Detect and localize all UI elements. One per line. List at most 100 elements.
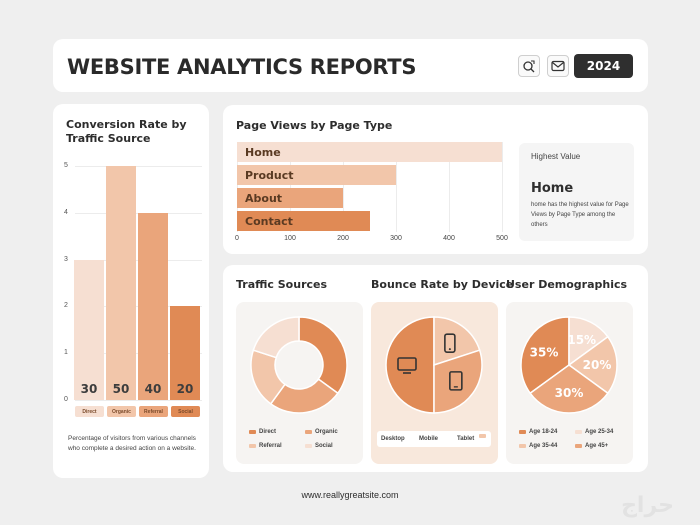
x-tick-label: 300 bbox=[390, 235, 402, 242]
slice-age-45- bbox=[529, 364, 609, 414]
x-gridline bbox=[290, 142, 291, 232]
hbar-contact: Contact bbox=[237, 211, 370, 231]
legend-item: Tablet bbox=[457, 436, 474, 442]
bar-direct bbox=[74, 259, 104, 400]
y-tick-label: 2 bbox=[64, 302, 68, 310]
legend-item: Age 45+ bbox=[575, 443, 608, 449]
mail-button[interactable] bbox=[547, 55, 569, 77]
legend-swatch bbox=[575, 444, 582, 448]
legend-label: Age 18-24 bbox=[529, 429, 558, 435]
legend-item: Age 35-44 bbox=[519, 443, 557, 449]
slice-direct bbox=[298, 316, 348, 395]
legend-label: Mobile bbox=[419, 436, 438, 442]
x-gridline bbox=[502, 142, 503, 232]
bar-referral bbox=[138, 212, 168, 400]
hbar-label: Contact bbox=[245, 214, 293, 228]
legend-item: Mobile bbox=[419, 436, 438, 442]
traffic-donut-chart bbox=[250, 316, 348, 414]
x-tick-label: 200 bbox=[337, 235, 349, 242]
desktop-icon bbox=[397, 357, 417, 374]
slice-tablet bbox=[433, 349, 483, 414]
footer-url[interactable]: www.reallygreatsite.com bbox=[301, 490, 399, 500]
hbar-label: Product bbox=[245, 168, 294, 182]
legend-label: Social bbox=[315, 443, 333, 449]
slice-percent-label: 15% bbox=[567, 333, 596, 347]
slice-percent-label: 30% bbox=[555, 386, 584, 400]
y-tick-label: 5 bbox=[64, 162, 68, 169]
hbar-label: About bbox=[245, 191, 283, 205]
y-gridline bbox=[75, 400, 202, 401]
demographics-pie-chart: 35% 15% 20% 30% bbox=[520, 316, 618, 414]
x-tick-label: 500 bbox=[496, 235, 508, 242]
hbar-label: Home bbox=[245, 145, 281, 159]
conversion-description: Percentage of visitors from various chan… bbox=[68, 435, 196, 452]
highest-value-panel: Highest Value Home home has the highest … bbox=[519, 143, 634, 241]
mobile-icon bbox=[444, 333, 456, 353]
legend-label: Age 35-44 bbox=[529, 443, 558, 449]
category-tag-social: Social bbox=[171, 406, 200, 417]
bar-value-label: 20 bbox=[176, 382, 194, 396]
legend-item: Desktop bbox=[381, 436, 405, 442]
y-tick-label: 0 bbox=[64, 396, 68, 403]
legend-label: Referral bbox=[259, 443, 282, 449]
hbar-about: About bbox=[237, 188, 343, 208]
bottom-charts-card: Traffic Sources Bounce Rate by Device Us… bbox=[223, 265, 648, 472]
bar-value-label: 40 bbox=[144, 382, 162, 396]
bar-value-label: 30 bbox=[80, 382, 98, 396]
legend-swatch bbox=[305, 444, 312, 448]
legend-label: Tablet bbox=[457, 436, 475, 442]
x-tick-label: 400 bbox=[443, 235, 455, 242]
legend-label: Age 45+ bbox=[585, 443, 609, 449]
page-title: WEBSITE ANALYTICS REPORTS bbox=[67, 55, 417, 79]
bounce-legend-box bbox=[377, 431, 491, 447]
legend-swatch bbox=[479, 434, 486, 438]
slice-desktop bbox=[385, 316, 435, 414]
page-views-card: Page Views by Page Type 0 100 200 300 400 500… bbox=[223, 105, 648, 254]
bar-social bbox=[170, 306, 200, 400]
refresh-search-button[interactable] bbox=[518, 55, 540, 77]
x-gridline bbox=[237, 142, 238, 232]
y-tick-label: 1 bbox=[64, 349, 68, 357]
user-demographics-title: User Demographics bbox=[506, 278, 628, 291]
legend-item: Direct bbox=[249, 429, 276, 435]
page-views-title: Page Views by Page Type bbox=[236, 119, 393, 132]
hbar-home: Home bbox=[237, 142, 502, 162]
bounce-rate-panel: Desktop Mobile Tablet bbox=[371, 302, 498, 464]
slice-percent-label: 35% bbox=[530, 345, 559, 359]
category-tag-referral: Referral bbox=[139, 406, 168, 417]
y-tick-label: 4 bbox=[64, 208, 68, 216]
tablet-icon bbox=[449, 371, 463, 391]
legend-swatch bbox=[575, 430, 582, 434]
x-gridline bbox=[343, 142, 344, 232]
legend-item: Age 18-24 bbox=[519, 429, 557, 435]
x-gridline bbox=[396, 142, 397, 232]
bar-value-label: 50 bbox=[112, 382, 130, 396]
conversion-title: Conversion Rate by Traffic Source bbox=[66, 118, 187, 145]
legend-swatch bbox=[519, 430, 526, 434]
legend-swatch bbox=[305, 430, 312, 434]
mail-icon bbox=[551, 60, 565, 72]
bounce-pie-chart bbox=[385, 316, 483, 414]
y-gridline bbox=[75, 166, 202, 167]
highest-value-description: home has the highest value for Page View… bbox=[531, 202, 629, 228]
legend-swatch bbox=[519, 444, 526, 448]
hbar-product: Product bbox=[237, 165, 396, 185]
legend-item: Organic bbox=[305, 429, 338, 435]
legend-label: Desktop bbox=[381, 436, 405, 442]
legend-swatch bbox=[249, 444, 256, 448]
watermark-logo: حراج bbox=[621, 493, 674, 518]
year-button[interactable]: 2024 bbox=[574, 54, 633, 78]
legend-item: Age 25-34 bbox=[575, 429, 613, 435]
slice-percent-label: 20% bbox=[583, 358, 612, 372]
bar-organic bbox=[106, 166, 136, 400]
category-tag-direct: Direct bbox=[75, 406, 104, 417]
traffic-sources-panel: Direct Organic Referral Social bbox=[236, 302, 363, 464]
legend-label: Age 25-34 bbox=[585, 429, 614, 435]
header-card: WEBSITE ANALYTICS REPORTS 2024 bbox=[53, 39, 648, 92]
conversion-rate-card: Conversion Rate by Traffic Source 0 1 2 3 4 5… bbox=[53, 104, 209, 478]
demographics-panel: 35% 15% 20% 30% Age 18-24 Age 25-34 Age 35-44… bbox=[506, 302, 633, 464]
slice-social bbox=[252, 316, 300, 359]
slice-age-35-44 bbox=[567, 335, 618, 395]
highest-value-label: Highest Value bbox=[531, 152, 581, 161]
x-tick-label: 0 bbox=[235, 235, 239, 242]
